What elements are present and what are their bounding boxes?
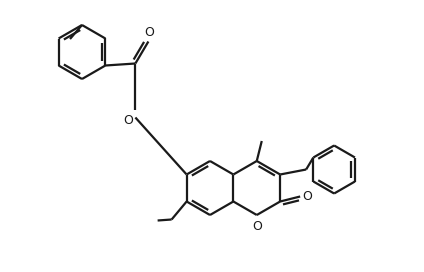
Text: O: O [252, 220, 262, 233]
Text: O: O [123, 113, 133, 126]
Text: O: O [145, 26, 154, 39]
Text: O: O [302, 190, 312, 203]
